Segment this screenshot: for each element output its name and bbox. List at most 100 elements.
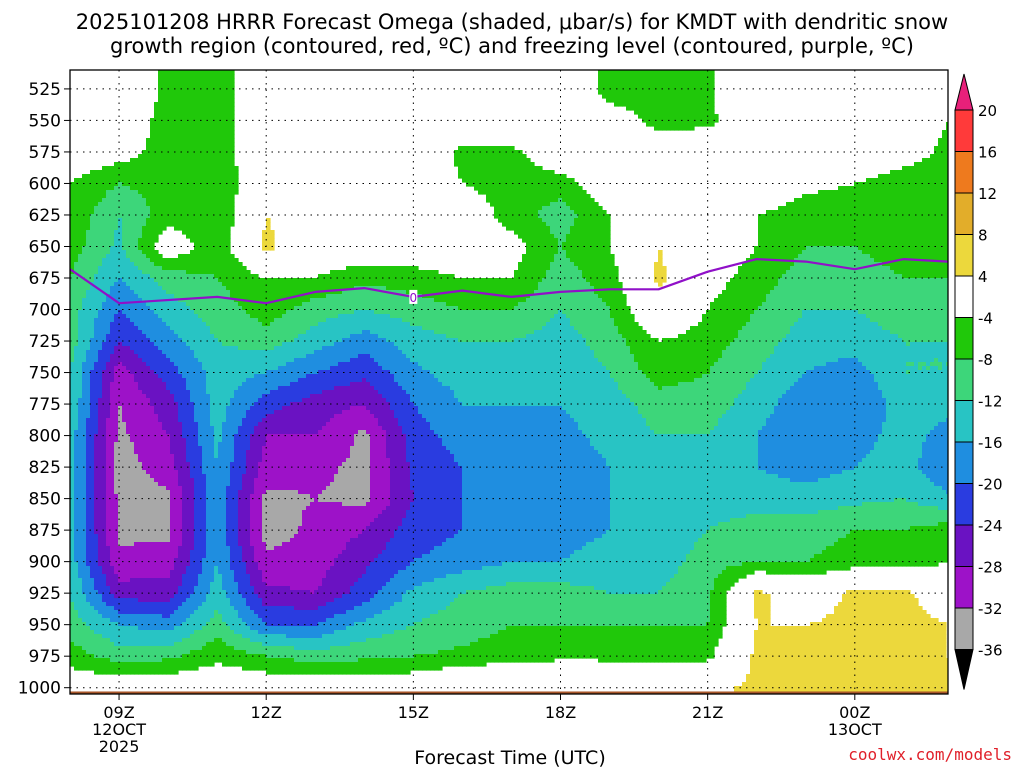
omega-cell [222, 138, 227, 143]
omega-cell [674, 82, 679, 87]
omega-cell [898, 278, 903, 283]
omega-cell [662, 274, 667, 279]
omega-cell [110, 294, 115, 299]
omega-cell [554, 190, 559, 195]
omega-cell [138, 186, 143, 191]
omega-cell [574, 234, 579, 239]
omega-cell [118, 222, 123, 227]
omega-cell [94, 210, 99, 215]
omega-cell [198, 78, 203, 83]
omega-cell [166, 70, 171, 75]
omega-cell [878, 214, 883, 219]
omega-cell [786, 278, 791, 283]
omega-cell [490, 194, 495, 199]
omega-cell [830, 250, 835, 255]
omega-cell [118, 242, 123, 247]
omega-cell [154, 166, 159, 171]
omega-cell [658, 266, 663, 271]
omega-cell [166, 166, 171, 171]
omega-cell [218, 290, 223, 295]
omega-cell [222, 142, 227, 147]
omega-cell [826, 270, 831, 275]
omega-cell [106, 214, 111, 219]
omega-cell [354, 278, 359, 283]
omega-cell [702, 70, 707, 75]
omega-cell [206, 126, 211, 131]
omega-cell [214, 214, 219, 219]
omega-cell [658, 90, 663, 95]
omega-cell [534, 166, 539, 171]
omega-cell [418, 274, 423, 279]
omega-cell [134, 250, 139, 255]
omega-cell [138, 214, 143, 219]
omega-cell [122, 270, 127, 275]
omega-cell [146, 282, 151, 287]
omega-cell [226, 74, 231, 79]
omega-cell [178, 202, 183, 207]
omega-cell [794, 290, 799, 295]
omega-cell [86, 198, 91, 203]
omega-cell [794, 222, 799, 227]
omega-cell [610, 78, 615, 83]
omega-cell [442, 282, 447, 287]
omega-cell [906, 242, 911, 247]
omega-cell [758, 290, 763, 295]
omega-cell [406, 274, 411, 279]
omega-cell [826, 266, 831, 271]
omega-cell [530, 170, 535, 175]
omega-cell [338, 294, 343, 299]
omega-cell [570, 190, 575, 195]
omega-cell [898, 182, 903, 187]
omega-cell [182, 78, 187, 83]
omega-cell [78, 258, 83, 263]
omega-cell [106, 230, 111, 235]
omega-cell [386, 286, 391, 291]
omega-cell [270, 290, 275, 295]
omega-cell [158, 194, 163, 199]
omega-cell [198, 134, 203, 139]
omega-cell [206, 274, 211, 279]
omega-cell [670, 102, 675, 107]
omega-cell [162, 270, 167, 275]
omega-cell [582, 214, 587, 219]
omega-cell [142, 162, 147, 167]
omega-cell [130, 250, 135, 255]
omega-cell [506, 150, 511, 155]
omega-cell [78, 262, 83, 267]
omega-cell [210, 118, 215, 123]
omega-cell [582, 190, 587, 195]
omega-cell [158, 94, 163, 99]
omega-cell [554, 294, 559, 299]
omega-cell [546, 190, 551, 195]
omega-cell [198, 126, 203, 131]
omega-cell [894, 222, 899, 227]
omega-cell [198, 162, 203, 167]
omega-cell [342, 286, 347, 291]
omega-cell [74, 206, 79, 211]
omega-cell [830, 290, 835, 295]
omega-cell [206, 146, 211, 151]
omega-cell [138, 194, 143, 199]
omega-cell [814, 194, 819, 199]
omega-cell [674, 70, 679, 75]
omega-cell [186, 166, 191, 171]
omega-cell [686, 110, 691, 115]
omega-cell [190, 222, 195, 227]
omega-cell [870, 274, 875, 279]
omega-cell [230, 166, 235, 171]
omega-cell [162, 90, 167, 95]
omega-cell [514, 278, 519, 283]
omega-cell [890, 222, 895, 227]
omega-cell [306, 286, 311, 291]
omega-cell [258, 294, 263, 299]
omega-cell [626, 78, 631, 83]
omega-cell [586, 214, 591, 219]
omega-cell [546, 214, 551, 219]
omega-cell [946, 222, 948, 227]
omega-cell [74, 214, 79, 219]
omega-cell [922, 246, 927, 251]
omega-cell [506, 198, 511, 203]
omega-cell [126, 174, 131, 179]
omega-cell [938, 290, 943, 295]
omega-cell [362, 290, 367, 295]
